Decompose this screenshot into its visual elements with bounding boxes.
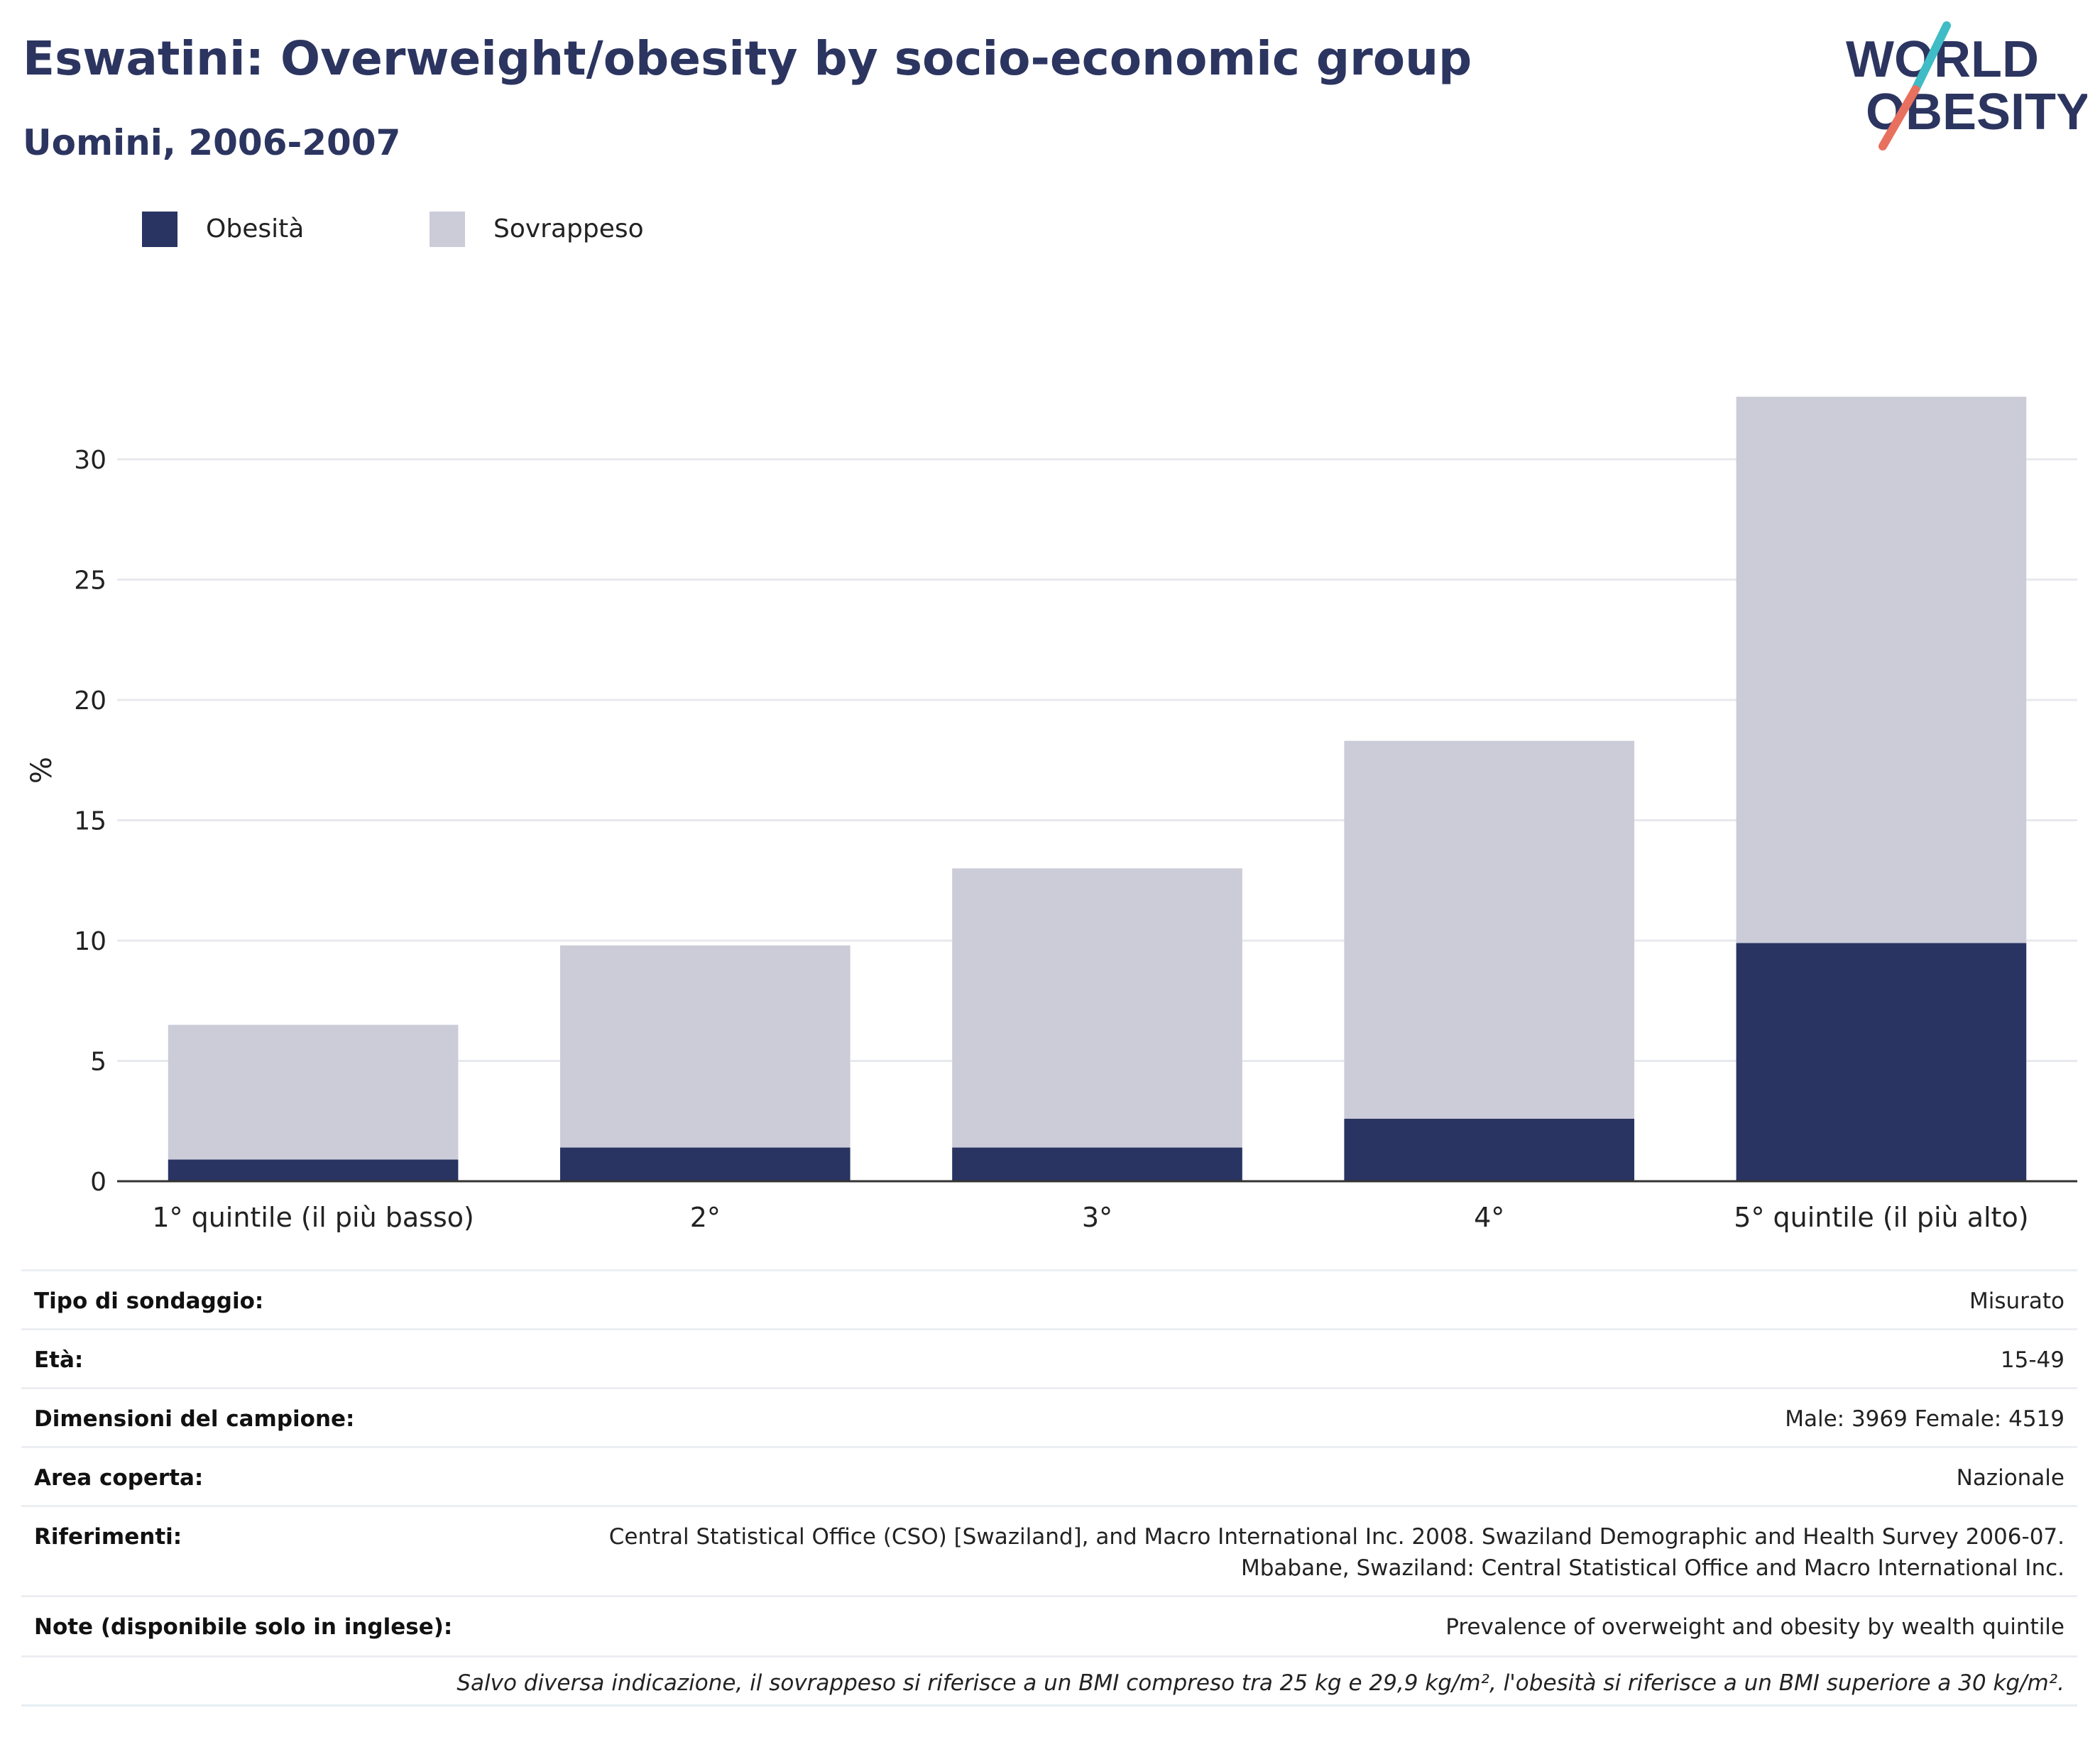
y-tick-label-15: 15 <box>74 807 106 836</box>
info-label-sample-size: Dimensioni del campione: <box>34 1406 355 1432</box>
bar-obesity-2 <box>559 1147 851 1181</box>
info-value-sample-size: Male: 3969 Female: 4519 <box>1785 1406 2065 1432</box>
world-obesity-logo: WORLD OBESITY <box>1846 21 2087 150</box>
bar-overweight-4 <box>1344 740 1635 1119</box>
info-row-sample-size: Dimensioni del campione: Male: 3969 Fema… <box>21 1387 2077 1446</box>
chart-title: Eswatini: Overweight/obesity by socio-ec… <box>23 31 1472 86</box>
info-bottom-border <box>21 1704 2077 1707</box>
info-label-notes: Note (disponibile solo in inglese): <box>34 1614 453 1640</box>
info-row-footnote: Salvo diversa indicazione, il sovrappeso… <box>21 1655 2077 1704</box>
bar-overweight-1 <box>168 1024 459 1160</box>
chart-subtitle: Uomini, 2006-2007 <box>23 122 401 163</box>
legend-swatch-obesity <box>142 212 177 247</box>
x-tick-label-4: 4° <box>1474 1202 1504 1233</box>
info-value-references: Central Statistical Office (CSO) [Swazil… <box>608 1524 2065 1550</box>
bar-obesity-1 <box>168 1159 459 1181</box>
bar-overweight-2 <box>559 945 851 1148</box>
info-value-age: 15-49 <box>2000 1347 2065 1373</box>
x-tick-label-5: 5° quintile (il più alto) <box>1734 1202 2028 1233</box>
stacked-bar-chart: 0 5 10 15 20 25 30% 1° quintile (il più basso) 2… <box>26 396 2077 1233</box>
logo-slash-coral <box>1878 85 1920 150</box>
x-tick-label-2: 2° <box>690 1202 721 1233</box>
y-tick-label-25: 25 <box>74 566 106 596</box>
footnote-bmi-definition: Salvo diversa indicazione, il sovrappeso… <box>456 1670 2065 1696</box>
y-tick-label-0: 0 <box>90 1168 106 1197</box>
x-tick-label-3: 3° <box>1082 1202 1112 1233</box>
info-value-area: Nazionale <box>1956 1465 2065 1491</box>
x-tick-label-1: 1° quintile (il più basso) <box>152 1202 474 1233</box>
info-label-age: Età: <box>34 1347 84 1373</box>
info-value-references-line2: Mbabane, Swaziland: Central Statistical … <box>1240 1555 2065 1581</box>
info-table: Tipo di sondaggio: Misurato Età: 15-49 D… <box>21 1269 2077 1707</box>
info-row-references: Riferimenti: Central Statistical Office … <box>21 1505 2077 1595</box>
y-tick-label-5: 5 <box>90 1048 106 1077</box>
y-tick-label-20: 20 <box>74 686 106 716</box>
info-row-survey-type: Tipo di sondaggio: Misurato <box>21 1269 2077 1328</box>
info-label-area: Area coperta: <box>34 1465 204 1491</box>
y-tick-label-10: 10 <box>74 927 106 956</box>
info-label-survey-type: Tipo di sondaggio: <box>34 1288 264 1314</box>
legend-swatch-overweight <box>430 212 465 247</box>
info-row-age: Età: 15-49 <box>21 1328 2077 1387</box>
info-row-notes: Note (disponibile solo in inglese): Prev… <box>21 1595 2077 1655</box>
bar-obesity-3 <box>952 1147 1242 1181</box>
logo-slash-teal <box>1911 21 1951 94</box>
info-label-references: Riferimenti: <box>34 1524 182 1550</box>
bar-obesity-4 <box>1344 1118 1635 1181</box>
legend-label-obesity: Obesità <box>206 214 305 243</box>
bar-obesity-5 <box>1736 943 2027 1181</box>
y-axis-label: % <box>26 757 58 784</box>
bar-overweight-3 <box>952 868 1242 1148</box>
legend-label-overweight: Sovrappeso <box>493 214 644 243</box>
info-value-notes: Prevalence of overweight and obesity by … <box>1445 1614 2065 1640</box>
bar-overweight-5 <box>1736 396 2027 943</box>
info-value-survey-type: Misurato <box>1969 1288 2065 1314</box>
info-row-area: Area coperta: Nazionale <box>21 1446 2077 1505</box>
y-tick-label-30: 30 <box>74 446 106 475</box>
